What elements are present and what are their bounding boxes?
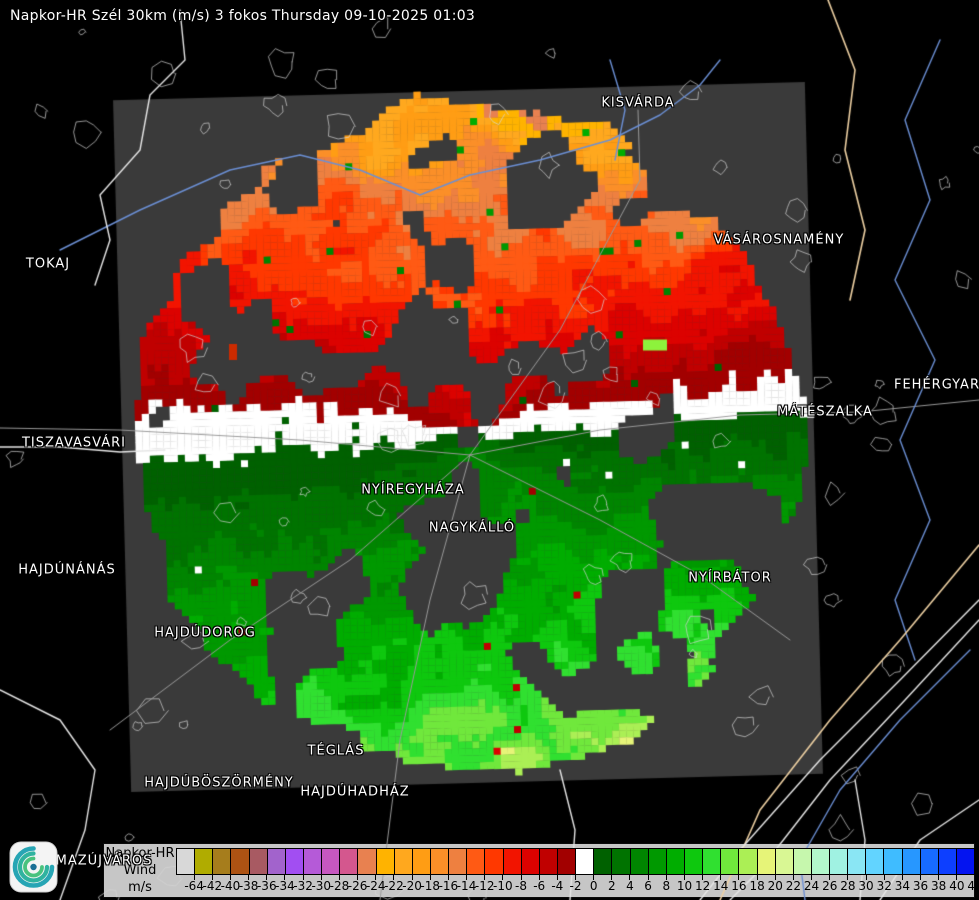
app-logo — [9, 841, 59, 899]
city-label: HAJDÚBÖSZÖRMÉNY — [144, 775, 294, 791]
spiral-storm-icon — [9, 841, 58, 893]
city-label: FEHÉRGYARMAT — [893, 377, 979, 393]
city-label: NYÍREGYHÁZA — [361, 482, 465, 498]
city-label: TOKAJ — [25, 256, 71, 272]
city-label: KISVÁRDA — [601, 95, 675, 111]
city-label: NYÍRBÁTOR — [688, 570, 772, 586]
city-label: HAJDÚDOROG — [154, 625, 256, 641]
page-title: Napkor-HR Szél 30km (m/s) 3 fokos Thursd… — [10, 8, 476, 24]
city-label: NAGYKÁLLÓ — [428, 520, 516, 536]
city-label: HAJDÚNÁNÁS — [18, 562, 116, 578]
city-label: TÉGLÁS — [307, 743, 365, 759]
city-label: MÁTÉSZALKA — [777, 404, 873, 420]
city-label: TISZAVASVÁRI — [21, 435, 127, 451]
city-label: VÁSÁROSNAMÉNY — [713, 232, 845, 248]
legend-panel — [103, 843, 975, 898]
city-label: HAJDÚHADHÁZ — [300, 784, 410, 800]
